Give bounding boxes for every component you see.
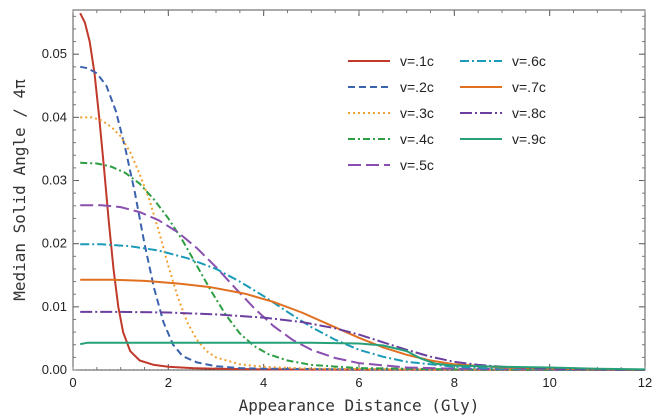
y-tick-label: 0.00 — [42, 362, 67, 377]
y-tick-label: 0.04 — [42, 109, 67, 124]
plot-frame — [72, 9, 646, 371]
series-line-v8c — [80, 310, 646, 371]
series-line-v5c — [80, 204, 646, 371]
series-line-v1c — [79, 12, 646, 371]
legend: v=.1c v=.2c v=.3c v=.4c v=.5c v=.6c v=.7c v=.8c… — [348, 53, 546, 173]
legend-label: v=.1c — [400, 53, 434, 69]
x-tick-label: 8 — [451, 375, 458, 390]
y-tick-label: 0.01 — [42, 299, 67, 314]
series-line-v9c — [80, 341, 646, 371]
legend-label: v=.8c — [512, 105, 546, 121]
y-axis-title: Median Solid Angle / 4π — [10, 79, 29, 301]
y-tick-label: 0.02 — [42, 236, 67, 251]
legend-label: v=.2c — [400, 79, 434, 95]
series-line-v6c — [80, 243, 646, 371]
legend-label: v=.5c — [400, 157, 434, 173]
y-tick-label: 0.05 — [42, 46, 67, 61]
x-tick-label: 4 — [260, 375, 267, 390]
y-tick-label: 0.03 — [42, 173, 67, 188]
x-tick-label: 12 — [638, 375, 652, 390]
legend-label: v=.3c — [400, 105, 434, 121]
legend-label: v=.7c — [512, 79, 546, 95]
x-tick-label: 2 — [165, 375, 172, 390]
series-line-v4c — [80, 161, 646, 371]
series-line-v2c — [80, 65, 646, 371]
x-tick-label: 6 — [355, 375, 362, 390]
series-layer — [79, 12, 646, 371]
x-tick-label: 0 — [69, 375, 76, 390]
series-line-v3c — [80, 116, 646, 371]
legend-label: v=.9c — [512, 131, 546, 147]
x-tick-label: 10 — [542, 375, 556, 390]
x-axis-title: Appearance Distance (Gly) — [239, 396, 480, 415]
legend-label: v=.6c — [512, 53, 546, 69]
legend-label: v=.4c — [400, 131, 434, 147]
